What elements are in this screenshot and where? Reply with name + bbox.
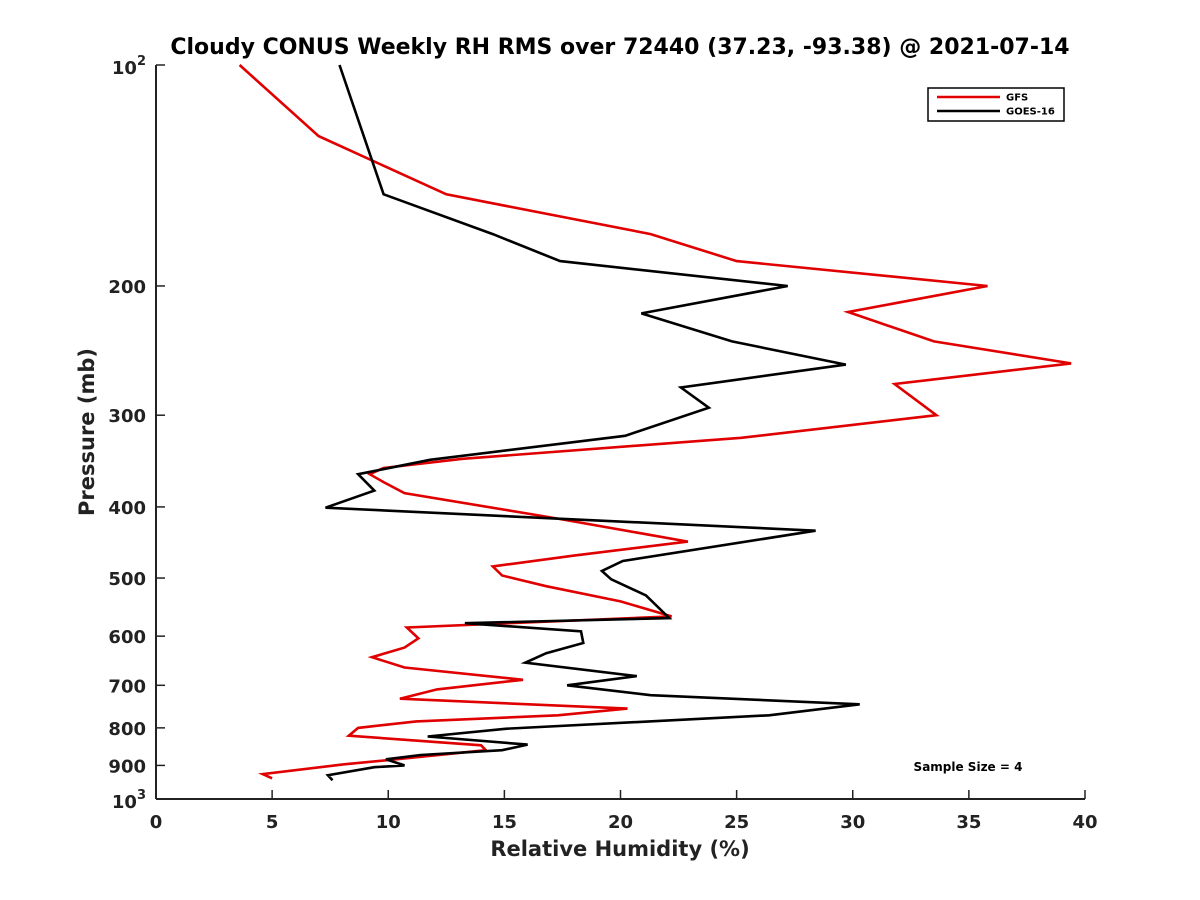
series-line-gfs	[238, 64, 1072, 780]
y-tick-label: 700	[108, 676, 146, 697]
y-tick-label: 600	[108, 627, 146, 648]
x-ticks-group: 0 5 10 15 20 25 30 35 40	[150, 790, 1098, 833]
x-tick-label: 20	[608, 812, 633, 833]
legend: GFS GOES-16	[927, 87, 1065, 122]
series-line-goes-16	[325, 64, 860, 782]
sample-size-annotation: Sample Size = 4	[914, 760, 1023, 774]
y-tick-label: 400	[108, 498, 146, 519]
y-tick-label: 800	[108, 719, 146, 740]
y-tick-label: 200	[108, 277, 146, 298]
x-tick-label: 5	[266, 812, 279, 833]
y-tick-label: 102	[112, 54, 146, 79]
x-axis-label: Relative Humidity (%)	[490, 837, 749, 861]
y-ticks-group: 102 200 300 400 500 600 700 800 900 103	[108, 54, 165, 813]
legend-box	[927, 87, 1065, 122]
plot-series-group	[238, 64, 1072, 782]
x-tick-label: 15	[492, 812, 517, 833]
x-tick-label: 25	[724, 812, 749, 833]
chart-title: Cloudy CONUS Weekly RH RMS over 72440 (3…	[170, 35, 1069, 60]
y-tick-label: 900	[108, 756, 146, 777]
x-tick-label: 40	[1072, 812, 1097, 833]
x-tick-label: 10	[376, 812, 401, 833]
y-tick-label: 103	[112, 788, 146, 813]
x-tick-label: 35	[956, 812, 981, 833]
y-tick-label: 300	[108, 406, 146, 427]
x-tick-label: 0	[150, 812, 163, 833]
y-tick-label: 500	[108, 569, 146, 590]
x-tick-label: 30	[840, 812, 865, 833]
y-axis-label: Pressure (mb)	[75, 348, 99, 516]
legend-label: GOES-16	[1006, 107, 1055, 118]
legend-label: GFS	[1006, 93, 1028, 104]
